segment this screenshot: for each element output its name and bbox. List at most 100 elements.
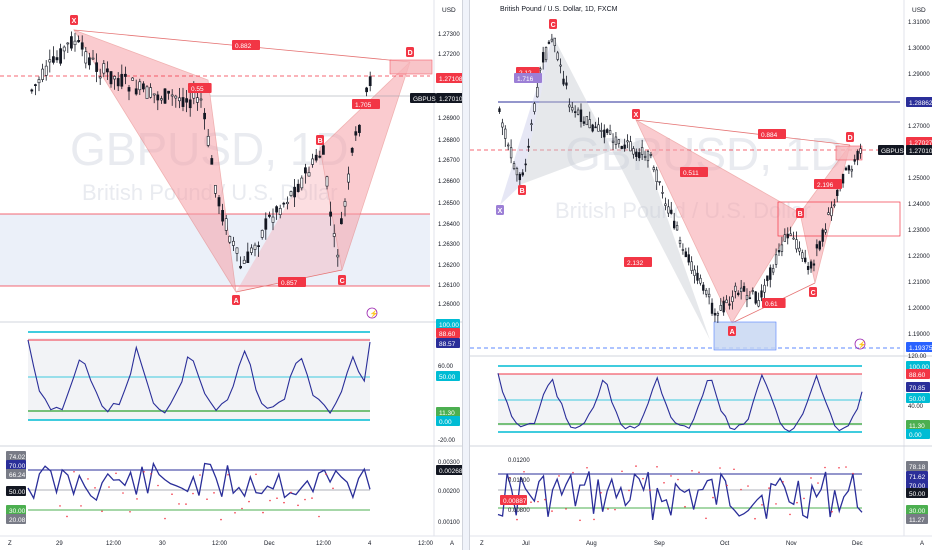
left-osc-dot: [332, 487, 334, 490]
right-chart-panel[interactable]: British Pound / U.S. Dollar, 1D, FXCM GB…: [470, 0, 932, 550]
left-candle: [152, 93, 156, 96]
right-candle: [850, 168, 853, 172]
left-candle: [174, 95, 178, 99]
left-candle: [116, 78, 120, 87]
right-point-d-bg: [846, 132, 854, 142]
right-osc-label: 0.01000: [508, 478, 530, 484]
left-osc-dot: [297, 504, 299, 507]
right-candle: [859, 148, 862, 154]
right-candle: [833, 204, 836, 207]
right-point-b-old-bg: [518, 185, 526, 195]
left-osc-line: [27, 461, 371, 502]
right-ratio-top-small-bg: [514, 73, 542, 83]
left-osc-dot: [178, 503, 180, 505]
left-osc-dot: [87, 478, 89, 480]
right-candle: [585, 116, 588, 126]
left-corner-z[interactable]: Z: [8, 541, 12, 547]
right-pattern-xab: [635, 119, 801, 324]
right-osc-dot: [768, 487, 770, 489]
right-osc-dot: [831, 510, 833, 513]
right-demand-zone: [713, 321, 777, 351]
right-candle: [748, 297, 752, 299]
left-corner-a[interactable]: A: [450, 541, 454, 547]
left-candle: [257, 245, 260, 247]
left-candle: [188, 99, 192, 109]
right-osc-right-4: 30.00: [909, 508, 926, 515]
left-osc-dot: [248, 500, 250, 503]
right-candle: [530, 123, 533, 126]
right-point-x: X: [634, 112, 639, 119]
left-osc-left-5: 20.08: [9, 517, 26, 524]
left-symbol-tag: GBPUSD: [413, 96, 441, 103]
right-osc-tag-bg: [500, 495, 527, 505]
left-candle: [368, 76, 372, 87]
left-candle: [210, 158, 214, 165]
right-rsi-tag-7-bg: [906, 429, 930, 439]
right-osc-dot: [803, 497, 805, 500]
right-candle: [594, 126, 597, 129]
right-candle: [518, 173, 522, 181]
left-osc-dot: [73, 470, 75, 473]
left-rsi-label-neg: -20.00: [438, 438, 456, 444]
left-candle: [311, 158, 314, 165]
left-lightning-icon[interactable]: [366, 307, 378, 319]
right-osc-right-5: 11.27: [909, 517, 925, 524]
left-candle: [239, 265, 242, 269]
left-prz-box: [389, 59, 433, 75]
left-point-x: X: [72, 18, 77, 25]
left-candle: [134, 88, 138, 95]
right-corner-z[interactable]: Z: [480, 541, 484, 547]
left-candle: [120, 73, 124, 87]
left-osc-left-4-bg: [6, 505, 26, 515]
left-candle: [156, 94, 160, 101]
left-osc-left-1-bg: [6, 460, 26, 470]
right-candle: [658, 181, 661, 183]
left-candle: [329, 211, 332, 217]
right-candle: [710, 302, 714, 314]
left-osc-left-3-bg: [6, 486, 26, 496]
left-price-label: 1.26100: [438, 283, 460, 289]
right-rsi-tag-3: 70.85: [909, 385, 926, 392]
left-osc-dot: [157, 484, 159, 487]
left-current-tag-bg: [436, 73, 462, 83]
right-candle: [783, 234, 787, 242]
right-rsi-tag-2: 88.60: [909, 372, 926, 379]
right-lightning-icon[interactable]: [854, 338, 866, 350]
right-osc-right-5-bg: [906, 514, 928, 524]
left-candle: [242, 259, 246, 264]
left-candle: [34, 84, 37, 86]
left-osc-label: 0.00100: [438, 520, 460, 526]
left-candle: [286, 201, 289, 205]
left-candle: [246, 251, 250, 263]
left-candle: [91, 57, 95, 60]
right-osc-dot: [628, 489, 630, 492]
right-osc-dot: [509, 476, 511, 479]
right-candle: [728, 303, 731, 306]
left-osc-dot: [269, 499, 271, 502]
right-candle: [603, 129, 606, 138]
right-candle: [681, 249, 685, 251]
left-candle: [282, 202, 286, 205]
left-candle: [304, 167, 307, 174]
left-candle: [41, 68, 44, 80]
left-ratio-xb-bg: [188, 83, 212, 93]
left-candle: [221, 210, 224, 222]
right-corner-a[interactable]: A: [920, 541, 924, 547]
right-osc-dot: [838, 467, 840, 469]
right-candle: [556, 52, 559, 60]
right-candle: [844, 167, 848, 171]
right-price-label: 1.25000: [908, 176, 930, 182]
right-candle: [620, 145, 623, 149]
left-candle: [275, 206, 278, 213]
panel-divider[interactable]: [462, 0, 470, 550]
left-candle: [37, 79, 41, 84]
left-candle: [217, 197, 221, 207]
right-osc-dot: [544, 498, 546, 501]
left-currency: USD: [442, 7, 456, 14]
left-rsi-tag-1: 88.60: [439, 331, 456, 338]
right-candle: [661, 192, 664, 194]
right-osc-dot: [740, 488, 742, 491]
